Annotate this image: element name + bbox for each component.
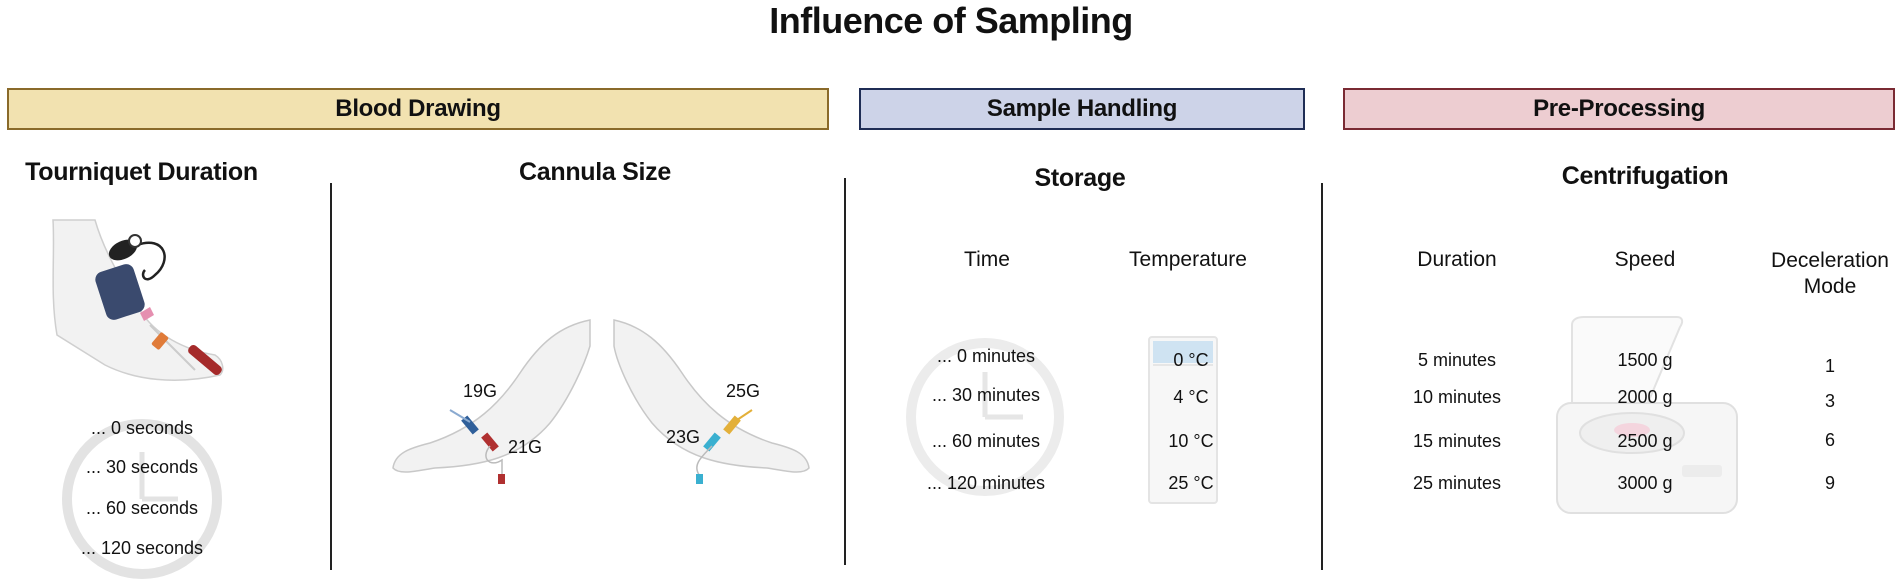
deceleration-header-line2: Mode (1803, 275, 1857, 298)
centrifugation-duration: 5 minutes (1417, 350, 1497, 370)
section-blood-drawing-label: Blood Drawing (335, 95, 501, 122)
centrifugation-deceleration-mode: 6 (1824, 430, 1835, 450)
storage-temperature-header: Temperature (1129, 248, 1247, 271)
storage-temperature: 4 °C (1173, 387, 1209, 407)
storage-temperature: 25 °C (1168, 473, 1214, 493)
tourniquet-title: Tourniquet Duration (25, 158, 258, 186)
storage-time: ... 60 minutes (931, 431, 1041, 451)
figure-title: Influence of Sampling (769, 0, 1133, 41)
divider-3 (1321, 183, 1323, 570)
clock-icon (62, 419, 222, 579)
tourniquet-time: ... 30 seconds (85, 457, 199, 477)
storage-time-header: Time (964, 248, 1010, 271)
centrifugation-deceleration-mode: 9 (1824, 473, 1835, 493)
section-sample-handling: Sample Handling (859, 88, 1305, 130)
centrifugation-deceleration-mode: 3 (1824, 391, 1835, 411)
cannula-size-label: 25G (725, 381, 761, 401)
centrifuge-icon (1556, 316, 1738, 514)
centrifugation-duration-header: Duration (1417, 248, 1497, 271)
storage-time: ... 0 minutes (936, 346, 1036, 366)
centrifugation-speed: 2500 g (1617, 431, 1673, 451)
deceleration-header-line1: Deceleration (1771, 249, 1889, 272)
section-pre-processing-label: Pre-Processing (1533, 95, 1705, 122)
centrifugation-duration: 15 minutes (1412, 431, 1502, 451)
cannula-title: Cannula Size (519, 158, 671, 186)
tourniquet-time: ... 60 seconds (85, 498, 199, 518)
refrigerator-icon (1148, 336, 1218, 504)
arm-right-cannula-illustration (613, 319, 810, 484)
arm-tourniquet-illustration (52, 219, 224, 381)
divider-1 (330, 183, 332, 570)
section-blood-drawing: Blood Drawing (7, 88, 829, 130)
cannula-size-label: 19G (462, 381, 498, 401)
clock-icon (906, 338, 1064, 496)
centrifugation-deceleration-mode: 1 (1824, 356, 1835, 376)
centrifugation-speed: 3000 g (1617, 473, 1673, 493)
arm-left-cannula-illustration (392, 319, 591, 484)
tourniquet-time: ... 120 seconds (80, 538, 204, 558)
cannula-size-label: 23G (665, 427, 701, 447)
storage-temperature: 10 °C (1168, 431, 1214, 451)
storage-title: Storage (1034, 164, 1126, 192)
divider-2 (844, 178, 846, 565)
tourniquet-time: ... 0 seconds (90, 418, 194, 438)
section-sample-handling-label: Sample Handling (986, 95, 1178, 122)
centrifugation-speed: 1500 g (1617, 350, 1673, 370)
storage-time: ... 120 minutes (926, 473, 1046, 493)
centrifugation-duration: 10 minutes (1412, 387, 1502, 407)
storage-time: ... 30 minutes (931, 385, 1041, 405)
centrifugation-duration: 25 minutes (1412, 473, 1502, 493)
centrifugation-deceleration-header: Deceleration Mode (1755, 248, 1902, 300)
section-pre-processing: Pre-Processing (1343, 88, 1895, 130)
centrifugation-speed: 2000 g (1617, 387, 1673, 407)
cannula-size-label: 21G (507, 437, 543, 457)
centrifugation-title: Centrifugation (1561, 162, 1729, 190)
centrifugation-speed-header: Speed (1614, 248, 1676, 271)
storage-temperature: 0 °C (1173, 350, 1209, 370)
